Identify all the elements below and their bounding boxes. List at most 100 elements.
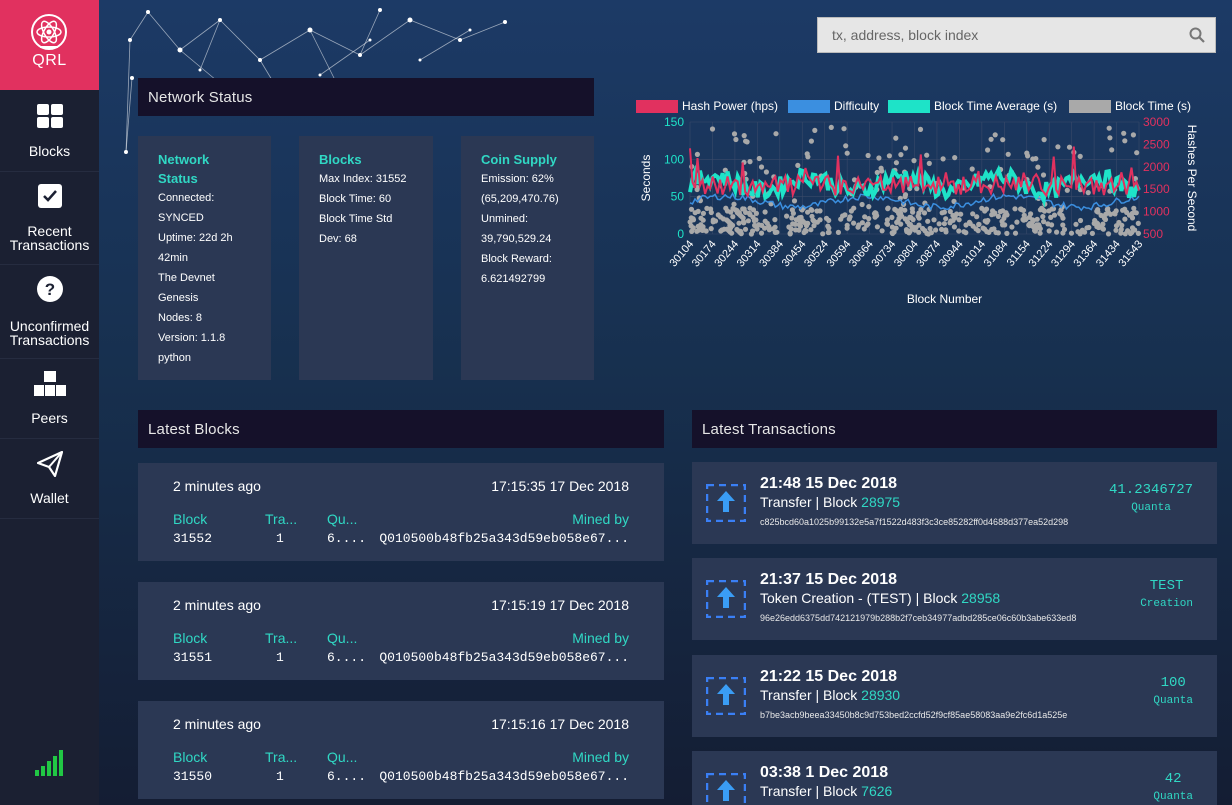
block-time-point [1048, 214, 1054, 220]
block-time-point [789, 215, 795, 221]
tx-hash[interactable]: b7be3acb9beea33450b8c9d753bed2ccfd52f9cf… [760, 710, 1068, 720]
miner-address[interactable]: Q010500b48fb25a343d59eb058e67... [379, 650, 629, 665]
atom-icon [31, 14, 67, 50]
tx-block-link[interactable]: 7626 [861, 783, 893, 799]
block-row[interactable]: 2 minutes ago 17:15:16 17 Dec 2018 Block… [138, 701, 664, 799]
block-time-point [826, 217, 832, 223]
block-time-point [995, 230, 1001, 236]
sidebar-item-unconfirmed-transactions[interactable]: ? Unconfirmed Transactions [0, 265, 99, 359]
block-time-point [918, 206, 924, 213]
block-time-point [795, 162, 801, 168]
block-time-point [876, 155, 882, 161]
block-time-point [1054, 229, 1060, 235]
block-time-point [700, 217, 706, 223]
block-time-point [792, 221, 798, 227]
block-time: 17:15:35 17 Dec 2018 [491, 478, 629, 494]
transaction-row[interactable]: 21:22 15 Dec 2018 Transfer | Block 28930… [692, 655, 1217, 737]
x-tick: 31543 [1116, 238, 1145, 269]
block-number[interactable]: 31552 [173, 531, 213, 546]
block-time-point [742, 226, 749, 232]
block-time-point [976, 221, 982, 228]
card-line: 42min [158, 252, 188, 264]
block-number[interactable]: 31551 [173, 650, 213, 665]
block-time-point [956, 228, 962, 234]
block-age: 2 minutes ago [173, 478, 261, 494]
block-age: 2 minutes ago [173, 597, 261, 613]
block-row[interactable]: 2 minutes ago 17:15:35 17 Dec 2018 Block… [138, 463, 664, 561]
block-time-point [1106, 125, 1112, 131]
block-time-point [926, 160, 932, 166]
sidebar-item-wallet[interactable]: Wallet [0, 439, 99, 519]
sidebar-item-blocks[interactable]: Blocks [0, 91, 99, 172]
block-time-point [897, 195, 903, 201]
block-time-point [1077, 217, 1084, 224]
block-number[interactable]: 31550 [173, 769, 213, 784]
block-time-point [731, 201, 737, 207]
block-time-point [921, 210, 928, 216]
block-time-point [1082, 229, 1088, 235]
transaction-row[interactable]: 21:48 15 Dec 2018 Transfer | Block 28975… [692, 462, 1217, 544]
tx-block-link[interactable]: 28975 [861, 494, 901, 510]
transaction-row[interactable]: 21:37 15 Dec 2018 Token Creation - (TEST… [692, 558, 1217, 640]
y-left-axis-label: Seconds [639, 155, 653, 202]
tx-amount: 41.2346727 Quanta [1109, 482, 1193, 514]
block-time-point [743, 138, 749, 144]
search-icon[interactable] [1189, 27, 1205, 43]
miner-address[interactable]: Q010500b48fb25a343d59eb058e67... [379, 531, 629, 546]
block-time-point [692, 210, 698, 216]
sidebar-item-recent-transactions[interactable]: Recent Transactions [0, 172, 99, 265]
card-line: SYNCED [158, 212, 204, 224]
legend-swatch [888, 100, 930, 113]
card-line: Block Time Std [319, 213, 393, 225]
tx-hash[interactable]: 96e26edd6375dd742121979b288b2f7ceb34977a… [760, 613, 1077, 623]
block-time-point [885, 221, 891, 227]
block-time-point [1130, 132, 1136, 138]
checkbox-icon [37, 184, 62, 208]
block-time-point [843, 143, 849, 149]
sidebar-item-peers[interactable]: Peers [0, 359, 99, 439]
tx-block-link[interactable]: 28958 [961, 590, 1001, 606]
block-time-point [741, 220, 747, 226]
block-row[interactable]: 2 minutes ago 17:15:19 17 Dec 2018 Block… [138, 582, 664, 680]
block-time-point [893, 225, 899, 231]
block-age: 2 minutes ago [173, 716, 261, 732]
block-time-point [700, 226, 706, 232]
block-time-point [717, 214, 724, 220]
block-time-point [865, 152, 871, 159]
block-time-point [963, 230, 969, 236]
mined-by-label: Mined by [572, 630, 629, 646]
y-left-tick: 100 [664, 152, 684, 166]
search-bar [817, 17, 1216, 53]
miner-address[interactable]: Q010500b48fb25a343d59eb058e67... [379, 769, 629, 784]
y-left-tick: 0 [677, 227, 684, 241]
tx-block-link[interactable]: 28930 [861, 687, 901, 703]
block-time-point [1000, 137, 1006, 143]
block-time-point [1041, 137, 1047, 143]
block-time-point [696, 227, 702, 233]
tx-amount-value: 41.2346727 [1108, 482, 1193, 498]
blocks-card: Blocks Max Index: 31552 Block Time: 60 B… [299, 136, 433, 380]
quanta-value: 6.... [327, 531, 367, 546]
block-time: 17:15:19 17 Dec 2018 [491, 597, 629, 613]
block-time-point [710, 217, 716, 223]
transaction-row[interactable]: 03:38 1 Dec 2018 Transfer | Block 7626 4… [692, 751, 1217, 805]
block-time-point [1068, 230, 1075, 236]
tx-type: Token Creation - (TEST) | Block 28958 [760, 590, 1000, 606]
tx-label: Tra... [265, 749, 298, 765]
block-time-point [947, 208, 953, 215]
block-time-point [1066, 144, 1073, 150]
search-input[interactable] [818, 18, 1172, 52]
block-time-point [1029, 222, 1036, 228]
block-time-point [925, 218, 931, 224]
x-tick: 30384 [757, 238, 786, 269]
block-time-point [835, 229, 841, 235]
block-time-point [859, 201, 865, 208]
block-time-point [851, 220, 857, 226]
qrl-logo[interactable]: QRL [0, 0, 99, 90]
block-time-point [1012, 230, 1019, 236]
latest-transactions-header: Latest Transactions [692, 410, 1217, 448]
tx-hash[interactable]: c825bcd60a1025b99132e5a7f1522d483f3c3ce8… [760, 517, 1069, 527]
block-time-point [963, 222, 969, 228]
block-time-point [721, 226, 727, 232]
block-time-point [1086, 224, 1092, 231]
